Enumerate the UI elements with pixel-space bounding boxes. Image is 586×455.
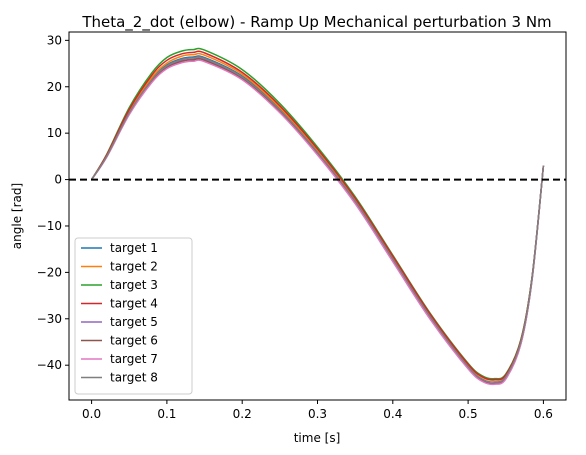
x-tick-label: 0.6 — [534, 407, 553, 421]
y-axis-label: angle [rad] — [10, 183, 24, 249]
x-tick-label: 0.0 — [82, 407, 101, 421]
x-axis-ticks: 0.0 0.1 0.2 0.3 0.4 0.5 0.6 — [82, 400, 553, 421]
legend: target 1 target 2 target 3 target 4 target 5… — [74, 237, 193, 395]
x-tick-label: 0.2 — [233, 407, 252, 421]
legend-label-3: target 3 — [110, 278, 158, 292]
legend-frame — [74, 237, 193, 395]
y-tick-label: −10 — [37, 219, 62, 233]
y-tick-label: −30 — [37, 312, 62, 326]
series-layer — [90, 47, 545, 386]
legend-label-2: target 2 — [110, 260, 158, 274]
legend-label-6: target 6 — [110, 334, 158, 348]
x-tick-label: 0.3 — [308, 407, 327, 421]
legend-label-5: target 5 — [110, 315, 158, 329]
legend-label-7: target 7 — [110, 352, 158, 366]
y-tick-label: 30 — [47, 33, 62, 47]
chart-title: Theta_2_dot (elbow) - Ramp Up Mechanical… — [81, 13, 551, 32]
y-axis-ticks: 30 20 10 0 −10 −20 −30 −40 — [37, 33, 69, 372]
legend-label-8: target 8 — [110, 371, 158, 385]
x-tick-label: 0.5 — [459, 407, 478, 421]
series-line-8 — [90, 56, 545, 383]
x-tick-label: 0.4 — [383, 407, 402, 421]
y-tick-label: −40 — [37, 358, 62, 372]
x-tick-label: 0.1 — [157, 407, 176, 421]
series-line-7 — [90, 59, 545, 386]
y-tick-label: 0 — [54, 173, 62, 187]
y-tick-label: −20 — [37, 265, 62, 279]
y-tick-label: 20 — [47, 80, 62, 94]
y-tick-label: 10 — [47, 126, 62, 140]
legend-label-1: target 1 — [110, 241, 158, 255]
x-axis-label: time [s] — [294, 431, 341, 445]
series-line-4 — [90, 50, 545, 381]
legend-label-4: target 4 — [110, 297, 158, 311]
